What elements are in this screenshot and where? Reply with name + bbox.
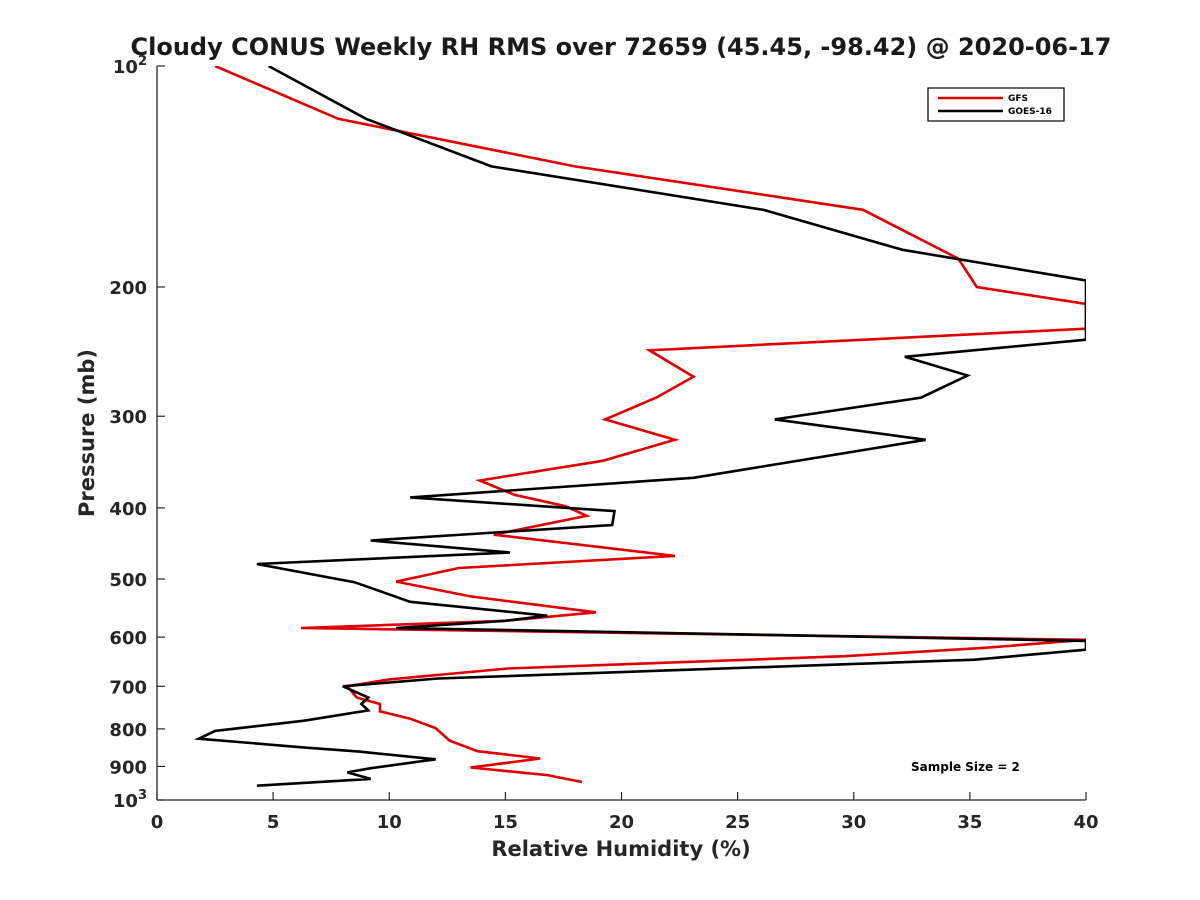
x-tick-label: 10 [377, 812, 402, 833]
y-tick-label: 600 [109, 628, 147, 649]
sample-size-annotation: Sample Size = 2 [911, 760, 1020, 774]
chart-title: Cloudy CONUS Weekly RH RMS over 72659 (4… [131, 33, 1112, 61]
x-axis-label: Relative Humidity (%) [491, 837, 750, 861]
y-tick-label: 500 [109, 570, 147, 591]
plot-area: 0 5 10 15 20 25 30 35 40102200300400500600700800… [109, 54, 1098, 833]
x-tick-label: 20 [609, 812, 634, 833]
x-tick-label: 15 [493, 812, 518, 833]
y-tick-label: 800 [109, 720, 147, 741]
y-axis-label: Pressure (mb) [75, 349, 99, 517]
x-tick-label: 0 [151, 812, 164, 833]
y-tick-label: 700 [109, 677, 147, 698]
legend-label-gfs: GFS [1008, 94, 1028, 104]
legend-label-goes-16: GOES-16 [1008, 107, 1052, 117]
x-tick-label: 35 [957, 812, 982, 833]
y-tick-label: 900 [109, 757, 147, 778]
x-tick-label: 25 [725, 812, 750, 833]
x-tick-label: 40 [1073, 812, 1098, 833]
y-tick-label: 300 [109, 407, 147, 428]
x-tick-label: 5 [267, 812, 280, 833]
series-line-goes-16 [193, 66, 1086, 787]
series-line-gfs [214, 66, 1086, 784]
y-tick-label: 400 [109, 499, 147, 520]
legend: GFS GOES-16 [927, 87, 1065, 122]
y-tick-label: 200 [109, 278, 147, 299]
x-tick-label: 30 [841, 812, 866, 833]
legend-box [927, 87, 1065, 122]
